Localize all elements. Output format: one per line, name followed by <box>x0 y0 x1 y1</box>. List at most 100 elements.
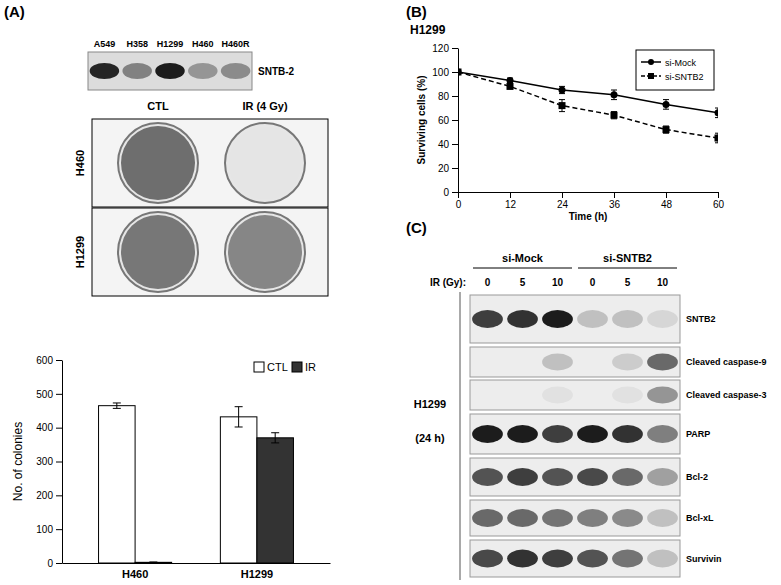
error-cap <box>611 90 617 91</box>
tick: 600 <box>36 355 62 366</box>
blot-background <box>470 500 680 536</box>
tick-label: 500 <box>36 389 53 400</box>
tick-mark <box>510 192 511 198</box>
error-bar <box>715 108 718 118</box>
blot-background <box>88 52 252 90</box>
tick: 120 <box>432 43 458 54</box>
error-cap <box>113 408 121 409</box>
tick-mark <box>452 48 458 49</box>
tick-mark <box>56 360 62 361</box>
blot-band <box>221 63 251 79</box>
blot-band <box>577 468 608 486</box>
legend-label: IR <box>305 361 316 373</box>
blot-band <box>577 425 608 443</box>
dose-label: 10 <box>552 277 564 288</box>
blot-band <box>647 310 678 328</box>
blot-label: SNTB-2 <box>258 66 295 77</box>
blot-background <box>470 414 680 454</box>
tick-label: 12 <box>505 199 517 210</box>
axis-title: No. of colonies <box>11 422 25 501</box>
blot-band <box>507 509 538 527</box>
error-cap <box>715 142 718 143</box>
legend-item: CTL <box>254 361 288 373</box>
tick-mark <box>56 529 62 530</box>
tick-mark <box>56 428 62 429</box>
blot-band <box>472 509 503 527</box>
tick: 24 <box>557 192 569 210</box>
error-line <box>116 403 117 408</box>
legend-item: si-SNTB2 <box>641 72 704 82</box>
error-bar <box>559 100 565 112</box>
tick-mark <box>56 462 62 463</box>
error-bar <box>715 133 718 143</box>
blot-band <box>507 310 538 328</box>
legend-swatch <box>254 362 264 372</box>
error-cap <box>663 99 669 100</box>
tick: 400 <box>36 422 62 433</box>
group-underline <box>578 268 677 269</box>
blot-band <box>647 509 678 527</box>
blot-band <box>647 425 678 443</box>
dose-label: 5 <box>520 277 526 288</box>
blot-band <box>188 63 218 79</box>
error-cap <box>271 432 279 433</box>
tick-label: 100 <box>36 524 53 535</box>
legend-swatch <box>292 362 302 372</box>
tick-label: 100 <box>432 67 449 78</box>
blot-band <box>612 310 643 328</box>
figure: (A)(B)(C)A549H358H1299H460H460RSNTB-2CTL… <box>0 0 781 585</box>
error-bar <box>559 86 565 93</box>
tick-mark <box>56 563 62 564</box>
blot-band <box>472 310 503 328</box>
blot-band <box>612 387 643 404</box>
plate-dish <box>118 123 198 203</box>
tick-mark <box>562 192 563 198</box>
tick-label: H460 <box>122 568 148 580</box>
blot-band <box>507 387 538 404</box>
error-cap <box>559 99 565 100</box>
blot-band <box>507 468 538 486</box>
blot-label: Survivin <box>686 554 722 564</box>
row-label: H1299 <box>74 236 86 268</box>
tick: 80 <box>438 91 458 102</box>
error-cap <box>235 426 243 427</box>
error-bar <box>663 126 669 133</box>
lane-label: H460 <box>192 39 214 49</box>
tick-label: 24 <box>557 199 569 210</box>
tick: 300 <box>36 456 62 467</box>
marker <box>715 109 719 116</box>
blot-band <box>577 310 608 328</box>
tick-label: H1299 <box>241 568 273 580</box>
tick-label: 40 <box>438 139 450 150</box>
blot-background <box>470 295 680 343</box>
blot-band <box>647 468 678 486</box>
blot-band <box>612 550 643 568</box>
lane-label: A549 <box>94 39 116 49</box>
tick-label: 20 <box>438 163 450 174</box>
blot-band <box>577 550 608 568</box>
error-bar <box>235 407 243 427</box>
blot-band <box>542 387 573 404</box>
blot-band <box>122 63 152 79</box>
error-cap <box>611 99 617 100</box>
blot-band <box>542 310 573 328</box>
dose-label: 10 <box>657 277 669 288</box>
plate-frame <box>92 119 328 207</box>
tick: H1299 <box>241 568 273 580</box>
marker <box>663 126 670 133</box>
legend-item: si-Mock <box>641 58 696 68</box>
axis-line <box>459 192 719 193</box>
axis-title: Time (h) <box>569 211 608 222</box>
error-cap <box>715 133 718 134</box>
marker <box>611 112 618 119</box>
plate-dish <box>225 212 305 292</box>
legend-label: CTL <box>267 361 288 373</box>
tick-label: 36 <box>609 199 621 210</box>
error-bar <box>663 100 669 110</box>
tick-mark <box>614 192 615 198</box>
chart-title: H1299 <box>410 23 446 37</box>
axis: 020406080100120 <box>432 43 458 198</box>
legend-marker <box>648 73 654 79</box>
lane-label: H1299 <box>157 39 184 49</box>
blot-band <box>542 354 573 371</box>
